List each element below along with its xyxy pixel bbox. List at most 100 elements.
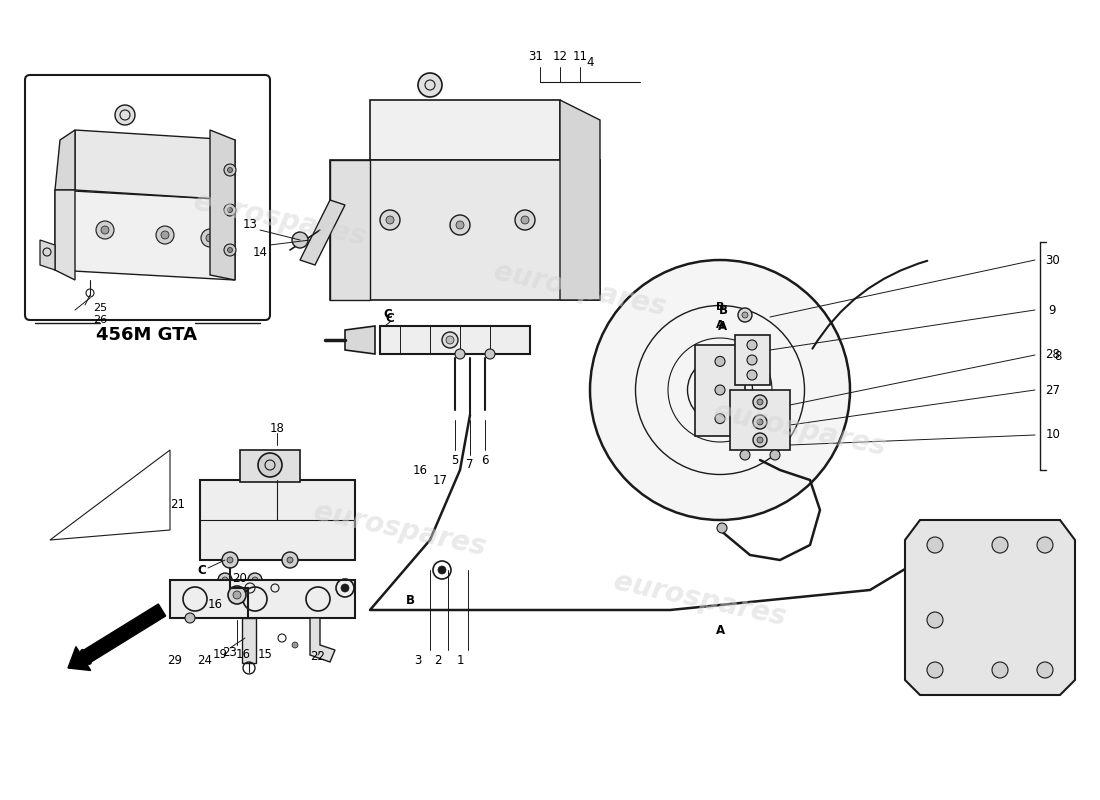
FancyBboxPatch shape: [25, 75, 270, 320]
Polygon shape: [560, 100, 600, 300]
Circle shape: [185, 613, 195, 623]
Text: 16: 16: [412, 463, 428, 477]
Circle shape: [715, 414, 725, 424]
Circle shape: [282, 552, 298, 568]
Text: 26: 26: [92, 315, 107, 325]
Text: 1: 1: [456, 654, 464, 666]
Circle shape: [754, 433, 767, 447]
Circle shape: [222, 577, 228, 583]
Text: C: C: [384, 309, 393, 322]
Polygon shape: [905, 520, 1075, 695]
Circle shape: [379, 210, 400, 230]
Circle shape: [442, 332, 458, 348]
Text: 7: 7: [466, 458, 474, 471]
Text: 24: 24: [198, 654, 212, 666]
Circle shape: [590, 260, 850, 520]
Text: A: A: [718, 321, 727, 334]
Circle shape: [252, 577, 258, 583]
Circle shape: [287, 557, 293, 563]
Text: 29: 29: [167, 654, 183, 666]
Bar: [200, 480, 355, 560]
Circle shape: [341, 584, 349, 592]
Bar: [379, 326, 530, 354]
Circle shape: [754, 395, 767, 409]
Circle shape: [757, 399, 763, 405]
Circle shape: [227, 557, 233, 563]
Circle shape: [233, 591, 241, 599]
Text: 10: 10: [1046, 429, 1060, 442]
Text: 21: 21: [170, 498, 186, 511]
Circle shape: [715, 357, 725, 366]
Text: 28: 28: [1046, 349, 1060, 362]
Polygon shape: [330, 160, 370, 300]
Text: 27: 27: [1045, 383, 1060, 397]
Circle shape: [101, 226, 109, 234]
Circle shape: [742, 312, 748, 318]
Text: C: C: [198, 563, 207, 577]
Circle shape: [248, 573, 262, 587]
Text: eurospares: eurospares: [612, 568, 789, 632]
Circle shape: [224, 164, 236, 176]
Circle shape: [738, 308, 752, 322]
Polygon shape: [330, 160, 600, 300]
Text: 456M GTA: 456M GTA: [97, 326, 198, 344]
Polygon shape: [55, 190, 75, 280]
Text: 8: 8: [1054, 350, 1062, 362]
Circle shape: [438, 566, 446, 574]
Bar: [240, 450, 300, 482]
Circle shape: [292, 232, 308, 248]
Circle shape: [1037, 537, 1053, 553]
FancyArrow shape: [68, 604, 166, 670]
Circle shape: [992, 662, 1008, 678]
Circle shape: [455, 349, 465, 359]
Text: 5: 5: [451, 454, 459, 466]
Circle shape: [222, 552, 238, 568]
Text: A: A: [716, 320, 724, 330]
Circle shape: [1037, 662, 1053, 678]
Circle shape: [156, 226, 174, 244]
Polygon shape: [345, 326, 375, 354]
Circle shape: [717, 523, 727, 533]
Text: 4: 4: [586, 55, 594, 69]
Circle shape: [992, 537, 1008, 553]
Circle shape: [228, 207, 232, 213]
Text: 17: 17: [432, 474, 448, 486]
Circle shape: [927, 537, 943, 553]
Circle shape: [228, 167, 232, 173]
Text: 3: 3: [415, 654, 421, 666]
Text: 30: 30: [1046, 254, 1060, 266]
Circle shape: [228, 247, 232, 253]
Circle shape: [228, 586, 246, 604]
Text: 12: 12: [552, 50, 568, 63]
Text: 31: 31: [529, 50, 543, 63]
Circle shape: [757, 437, 763, 443]
Text: C: C: [386, 311, 395, 325]
Circle shape: [292, 642, 298, 648]
Circle shape: [224, 244, 236, 256]
Circle shape: [386, 216, 394, 224]
Text: 9: 9: [1048, 303, 1056, 317]
Text: 20: 20: [232, 571, 248, 585]
Text: 2: 2: [434, 654, 442, 666]
Polygon shape: [370, 100, 560, 160]
Circle shape: [515, 210, 535, 230]
Bar: [170, 580, 355, 618]
Text: 25: 25: [92, 303, 107, 313]
Circle shape: [485, 349, 495, 359]
Polygon shape: [300, 200, 345, 265]
Text: B: B: [406, 594, 415, 606]
Circle shape: [456, 221, 464, 229]
Text: 6: 6: [482, 454, 488, 466]
Polygon shape: [55, 130, 75, 190]
Polygon shape: [55, 190, 235, 280]
Circle shape: [201, 229, 219, 247]
Polygon shape: [695, 345, 745, 435]
Text: 16: 16: [208, 598, 222, 611]
Bar: [242, 618, 256, 663]
Text: eurospares: eurospares: [712, 398, 889, 462]
Circle shape: [747, 370, 757, 380]
Polygon shape: [75, 130, 235, 200]
Circle shape: [224, 204, 236, 216]
Text: B: B: [718, 303, 727, 317]
Text: 15: 15: [257, 649, 273, 662]
